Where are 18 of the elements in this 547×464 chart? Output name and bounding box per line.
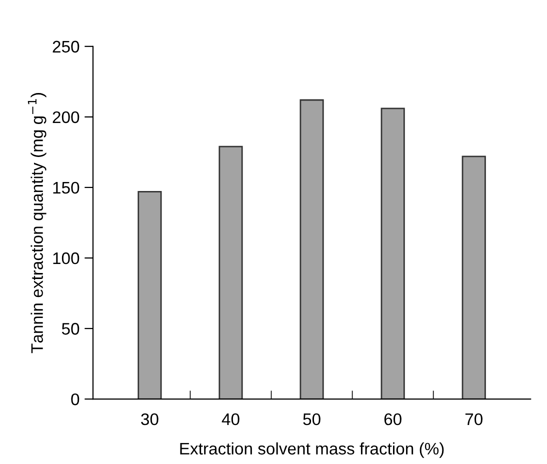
bar: [380, 108, 405, 400]
y-tick-label: 250: [52, 40, 80, 53]
x-tick-label: 50: [303, 413, 320, 426]
y-tick-label: 150: [53, 182, 80, 194]
x-axis-title: Extraction solvent mass fraction (%): [180, 442, 444, 458]
bar: [462, 156, 486, 400]
y-tick-label: 200: [52, 111, 80, 124]
x-tick-label: 60: [384, 413, 402, 426]
bar: [218, 146, 243, 400]
y-tick-label: 100: [53, 252, 80, 264]
x-tick-label: 40: [222, 413, 240, 426]
y-tick-label: 50: [62, 322, 80, 335]
x-tick-label: 30: [141, 413, 158, 426]
y-tick-label: 0: [71, 393, 80, 406]
bar: [138, 190, 162, 400]
x-tick-label: 70: [465, 413, 482, 426]
y-axis-title: Tannin extraction quantity (mg g$^{−1}$): [28, 93, 46, 354]
bar: [300, 99, 324, 400]
